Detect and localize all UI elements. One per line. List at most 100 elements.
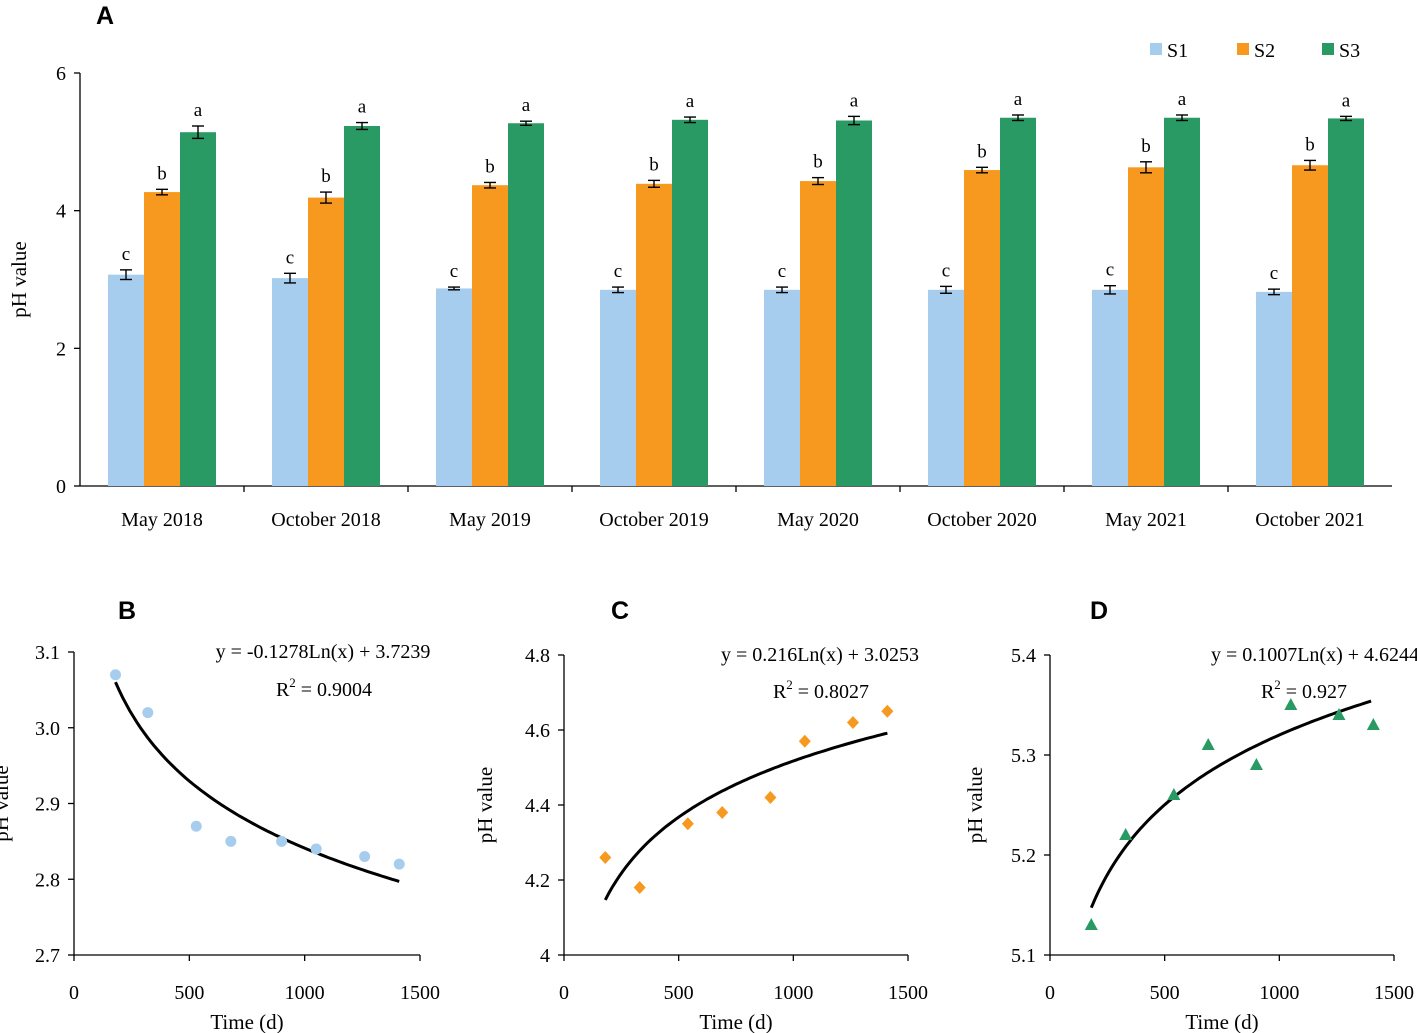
data-point bbox=[1167, 788, 1181, 800]
significance-letter: a bbox=[358, 97, 367, 118]
bar-s1 bbox=[600, 289, 636, 486]
panel-a-bar-chart: A 0 2 4 6 pH value May 2018 c b a October 2018 c b a M… bbox=[7, 2, 1392, 531]
x-tick-label: 1500 bbox=[400, 982, 440, 1004]
y-tick-label: 2.7 bbox=[35, 945, 60, 967]
legend-swatch-s1 bbox=[1150, 43, 1162, 55]
bar-s3 bbox=[1000, 117, 1036, 486]
bar-s1 bbox=[928, 289, 964, 486]
data-point bbox=[1366, 718, 1380, 730]
bar-s1 bbox=[1092, 289, 1128, 486]
x-tick-label: 0 bbox=[1045, 982, 1055, 1004]
bar-s3 bbox=[344, 126, 380, 487]
y-tick-label: 4.8 bbox=[525, 645, 550, 667]
significance-letter: c bbox=[1270, 263, 1278, 284]
y-axis-label: pH value bbox=[7, 241, 31, 317]
legend-swatch-s3 bbox=[1322, 43, 1334, 55]
r-squared: R2 = 0.9004 bbox=[276, 675, 372, 701]
y-tick-label: 2.9 bbox=[35, 794, 60, 816]
y-tick-label: 5.4 bbox=[1011, 645, 1036, 667]
legend-label-s2: S2 bbox=[1254, 40, 1275, 62]
data-point bbox=[881, 704, 894, 718]
data-point bbox=[1284, 698, 1298, 710]
significance-letter: c bbox=[614, 261, 622, 282]
panel-d-scatter-chart: D 5.1 5.2 5.3 5.4 0 500 1000 1500 Time (d) pH valu… bbox=[963, 597, 1417, 1033]
bar-s1 bbox=[108, 274, 144, 486]
bar-s3 bbox=[672, 119, 708, 486]
y-axis-label: pH value bbox=[0, 765, 13, 841]
significance-letter: b bbox=[977, 141, 987, 162]
x-tick-label: October 2018 bbox=[271, 509, 380, 531]
legend-label-s3: S3 bbox=[1339, 40, 1360, 62]
r-squared-symbol: R bbox=[1261, 681, 1275, 703]
x-tick-label: May 2020 bbox=[777, 509, 859, 531]
data-point bbox=[798, 734, 811, 748]
bar-s2 bbox=[636, 183, 672, 487]
bar-s2 bbox=[472, 185, 508, 486]
panel-letter-c: C bbox=[611, 597, 629, 625]
bar-s1 bbox=[436, 288, 472, 486]
bar-s1 bbox=[1256, 291, 1292, 486]
y-tick-label: 5.1 bbox=[1011, 945, 1036, 967]
x-tick-label: 1000 bbox=[773, 982, 813, 1004]
legend-swatch-s2 bbox=[1237, 43, 1249, 55]
data-point bbox=[310, 843, 322, 855]
y-tick-label: 4 bbox=[540, 945, 550, 967]
x-tick-label: May 2021 bbox=[1105, 509, 1187, 531]
y-tick-label: 4 bbox=[56, 201, 66, 223]
y-tick-label: 0 bbox=[56, 476, 66, 498]
r-squared-symbol: R bbox=[773, 681, 787, 703]
data-point bbox=[599, 851, 612, 864]
x-tick-label: 1500 bbox=[1374, 982, 1414, 1004]
x-axis-label: Time (d) bbox=[699, 1010, 772, 1033]
x-tick-label: 1000 bbox=[285, 982, 325, 1004]
x-tick-label: 1000 bbox=[1259, 982, 1299, 1004]
y-tick-label: 4.4 bbox=[525, 795, 550, 817]
fit-equation: y = 0.1007Ln(x) + 4.6244 bbox=[1211, 644, 1417, 666]
r-squared-symbol: R bbox=[276, 679, 290, 701]
data-point bbox=[225, 835, 237, 847]
significance-letter: b bbox=[649, 154, 659, 175]
y-tick-label: 2.8 bbox=[35, 869, 60, 891]
r-squared-superscript: 2 bbox=[289, 675, 296, 690]
significance-letter: b bbox=[813, 152, 823, 173]
y-axis-label: pH value bbox=[963, 767, 987, 843]
significance-letter: c bbox=[286, 247, 294, 268]
x-tick-label: 0 bbox=[559, 982, 569, 1004]
bar-s2 bbox=[308, 197, 344, 487]
y-axis-label: pH value bbox=[473, 767, 497, 843]
significance-letter: a bbox=[1178, 89, 1187, 110]
bar-s2 bbox=[1292, 165, 1328, 486]
fit-curve bbox=[1089, 699, 1372, 909]
data-point bbox=[716, 806, 729, 819]
data-point bbox=[190, 820, 202, 832]
bar-s3 bbox=[1164, 117, 1200, 486]
significance-letter: c bbox=[1106, 260, 1114, 281]
data-point bbox=[1084, 918, 1098, 930]
legend-label-s1: S1 bbox=[1167, 40, 1188, 62]
y-tick-label: 2 bbox=[56, 338, 66, 360]
data-point bbox=[276, 835, 288, 847]
significance-letter: c bbox=[450, 261, 458, 282]
x-axis-label: Time (d) bbox=[210, 1010, 283, 1033]
bar-s2 bbox=[144, 192, 180, 486]
data-point bbox=[1201, 738, 1215, 750]
significance-letter: a bbox=[686, 91, 695, 112]
x-tick-label: 500 bbox=[174, 982, 204, 1004]
panel-letter-d: D bbox=[1090, 597, 1108, 625]
significance-letter: a bbox=[522, 95, 531, 116]
data-point bbox=[1119, 828, 1133, 840]
significance-letter: c bbox=[942, 260, 950, 281]
r-squared: R2 = 0.8027 bbox=[773, 677, 869, 703]
fit-curve bbox=[114, 681, 400, 883]
y-tick-label: 6 bbox=[56, 63, 66, 85]
x-tick-label: 500 bbox=[1150, 982, 1180, 1004]
significance-letter: b bbox=[485, 156, 495, 177]
bar-s1 bbox=[764, 289, 800, 486]
bar-s2 bbox=[800, 181, 836, 486]
data-point bbox=[110, 669, 122, 681]
y-tick-label: 4.2 bbox=[525, 870, 550, 892]
y-tick-label: 3.1 bbox=[35, 642, 60, 664]
y-tick-label: 4.6 bbox=[525, 720, 550, 742]
data-point bbox=[1249, 758, 1263, 770]
significance-letter: a bbox=[850, 90, 859, 111]
